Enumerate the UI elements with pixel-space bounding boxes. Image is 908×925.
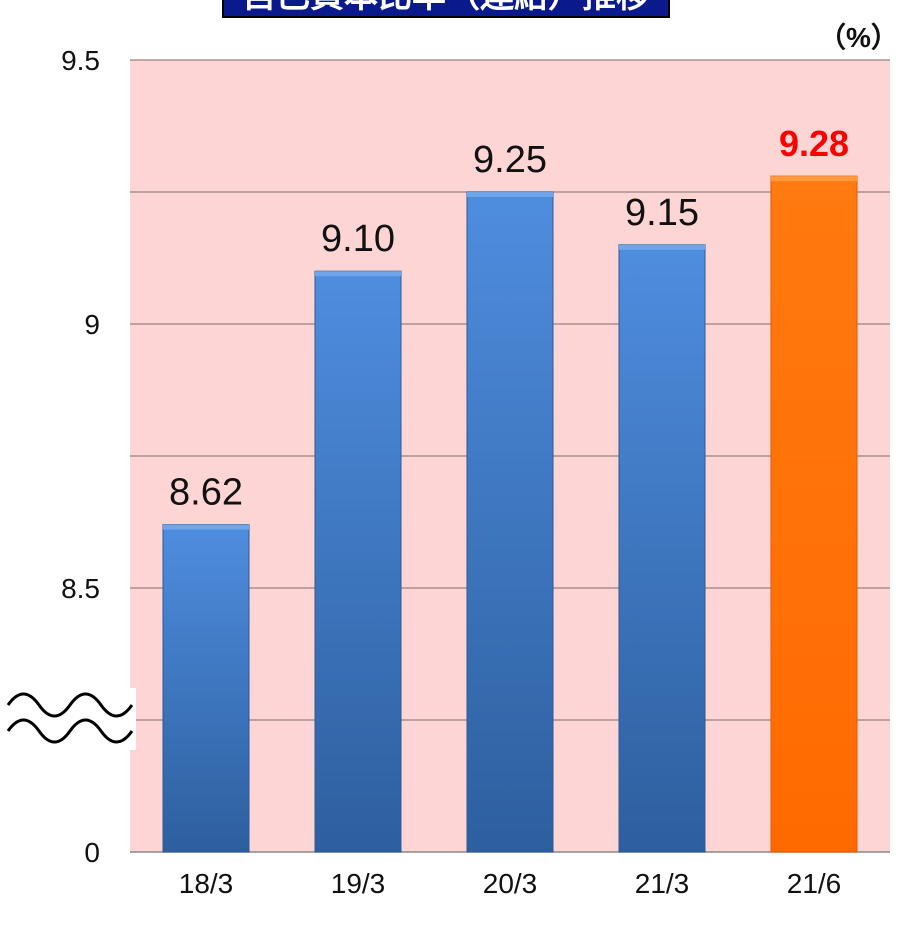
data-label: 9.10 (321, 218, 395, 260)
unit-label: （%） (818, 22, 899, 53)
bar (466, 191, 554, 853)
bar (162, 524, 250, 853)
y-tick-label: 9 (84, 309, 100, 340)
data-label: 9.28 (779, 123, 849, 164)
bar-top-bevel (771, 176, 857, 182)
bar-top-bevel (163, 524, 249, 530)
data-label: 9.25 (473, 139, 547, 181)
chart-title: 自己資本比率（連結）推移 (222, 0, 670, 18)
x-tick-label: 19/3 (331, 868, 386, 899)
bar-top-bevel (467, 192, 553, 197)
axis-break-icon (6, 718, 134, 744)
y-tick-label: 9.5 (61, 45, 100, 76)
x-tick-label: 18/3 (179, 868, 234, 899)
bar-top-bevel (619, 244, 705, 250)
x-tick-label: 21/3 (635, 868, 690, 899)
x-tick-label: 21/6 (787, 868, 842, 899)
axis-break-icon (6, 692, 134, 718)
data-label: 9.15 (625, 192, 699, 234)
bar-highlight (770, 175, 858, 853)
y-tick-label: 8.5 (61, 573, 100, 604)
y-tick-label: 0 (84, 837, 100, 868)
bar (314, 270, 402, 853)
data-label: 8.62 (169, 472, 243, 514)
x-tick-label: 20/3 (483, 868, 538, 899)
bar-top-bevel (315, 271, 401, 277)
bar (618, 244, 706, 853)
